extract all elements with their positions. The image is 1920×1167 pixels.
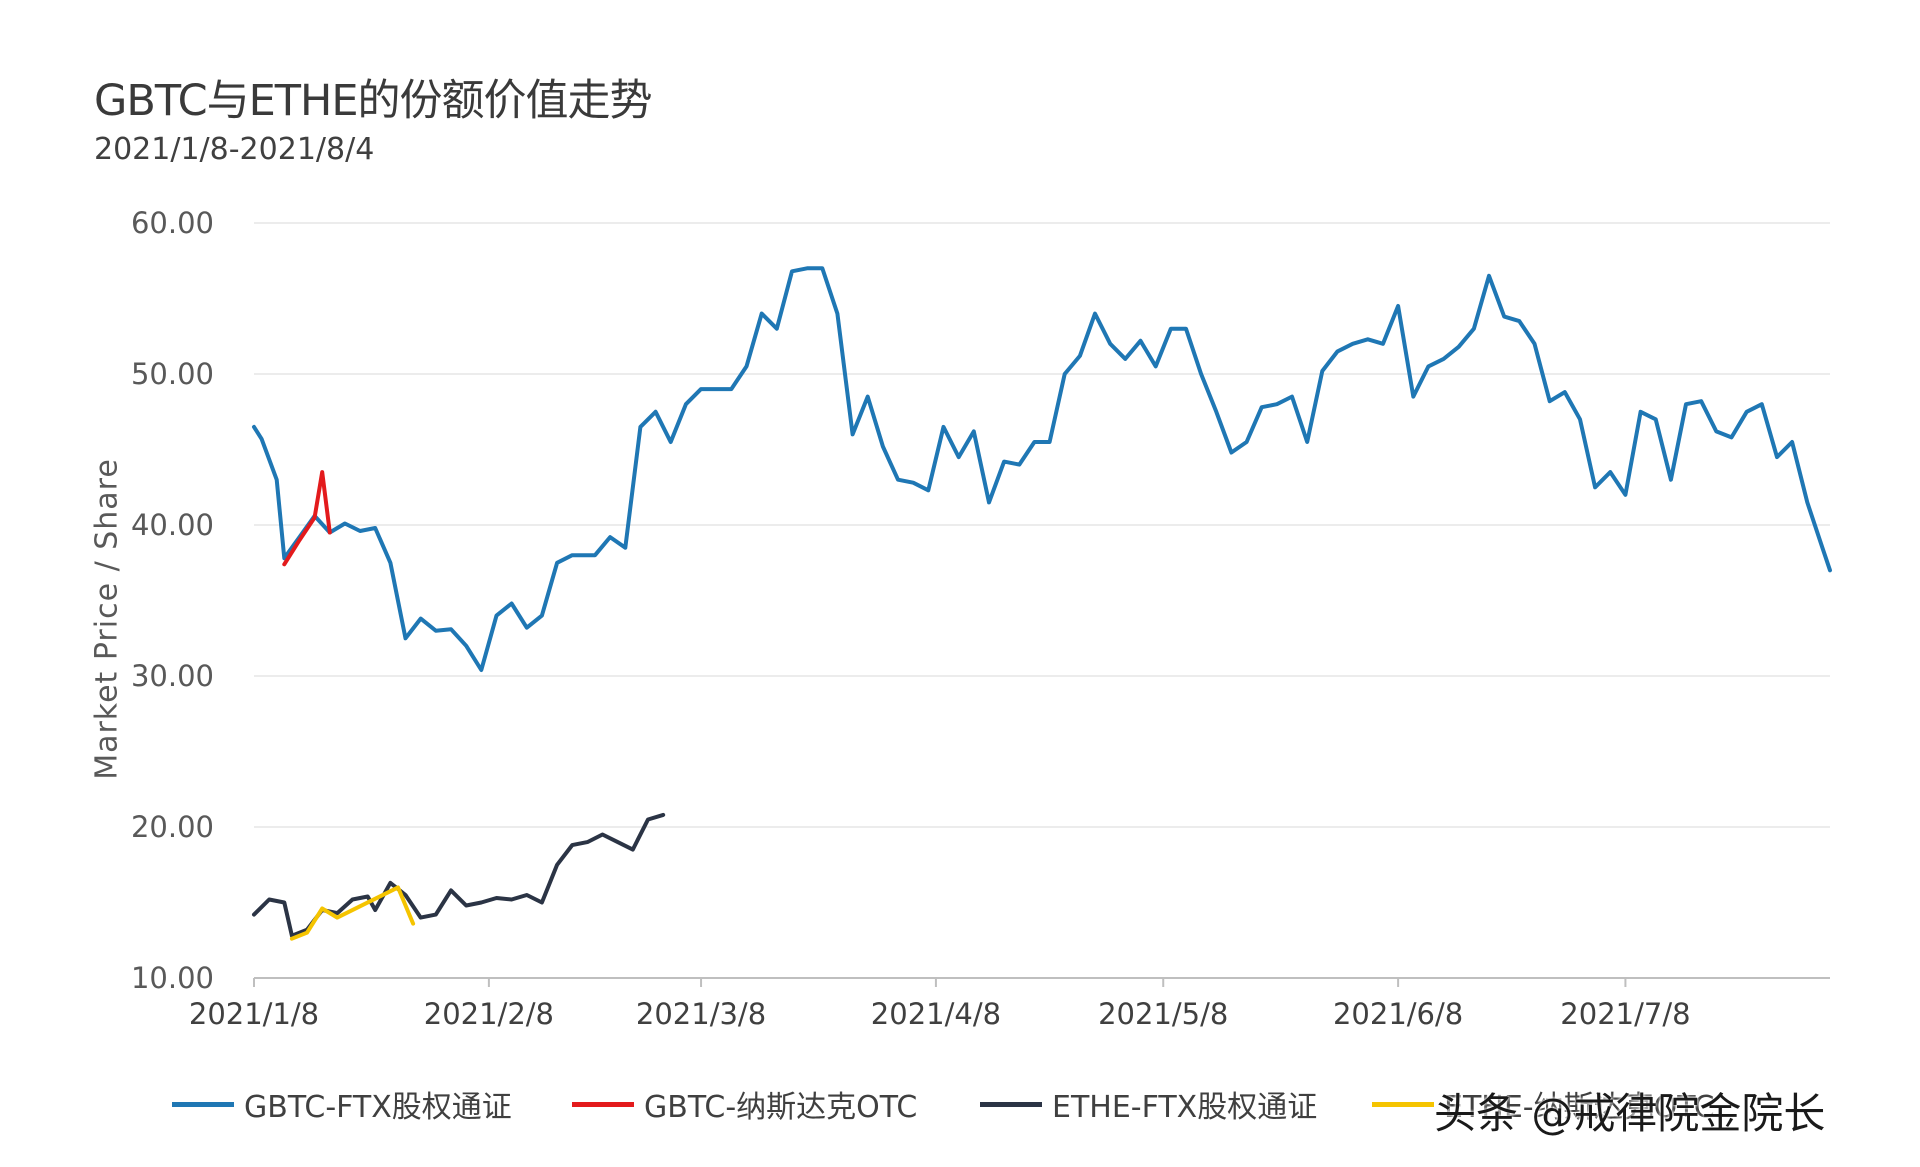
grid-lines bbox=[254, 222, 1830, 828]
y-tick-label: 20.00 bbox=[131, 810, 214, 844]
chart-subtitle: 2021/1/8-2021/8/4 bbox=[94, 132, 375, 167]
series-line-4 bbox=[289, 885, 416, 941]
legend-label: GBTC-纳斯达克OTC bbox=[644, 1090, 918, 1125]
x-tick-label: 2021/2/8 bbox=[424, 997, 554, 1031]
y-axis-ticks: 60.00 50.00 40.00 30.00 20.00 10.00 bbox=[131, 206, 214, 995]
legend-swatch bbox=[572, 1101, 634, 1107]
chart-title: GBTC与ETHE的份额价值走势 bbox=[94, 76, 653, 126]
legend-item-4: ETHE-纳斯达克OTC bbox=[1372, 1082, 1715, 1126]
x-tick-label: 2021/1/8 bbox=[189, 997, 319, 1031]
legend-item-3: ETHE-FTX股权通证 bbox=[980, 1082, 1317, 1126]
x-tick-label: 2021/7/8 bbox=[1560, 997, 1690, 1031]
y-tick-label: 30.00 bbox=[131, 659, 214, 693]
series-line-2 bbox=[282, 470, 332, 567]
x-tick-label: 2021/3/8 bbox=[636, 997, 766, 1031]
legend-swatch bbox=[172, 1101, 234, 1107]
x-axis: 2021/1/8 2021/2/8 2021/3/8 2021/4/8 2021/5/8… bbox=[189, 977, 1830, 1031]
y-tick-label: 40.00 bbox=[131, 508, 214, 542]
legend-label: ETHE-纳斯达克OTC bbox=[1444, 1090, 1715, 1125]
x-tick-label: 2021/4/8 bbox=[871, 997, 1001, 1031]
legend-item-1: GBTC-FTX股权通证 bbox=[172, 1082, 512, 1126]
x-tick-label: 2021/5/8 bbox=[1098, 997, 1228, 1031]
series-lines bbox=[252, 266, 1832, 941]
legend-swatch bbox=[1372, 1101, 1434, 1107]
y-tick-label: 10.00 bbox=[131, 961, 214, 995]
legend-label: ETHE-FTX股权通证 bbox=[1052, 1090, 1318, 1125]
y-tick-label: 60.00 bbox=[131, 206, 214, 240]
legend: GBTC-FTX股权通证 GBTC-纳斯达克OTC ETHE-FTX股权通证 ETHE… bbox=[172, 1082, 1912, 1126]
y-tick-label: 50.00 bbox=[131, 357, 214, 391]
x-tick-label: 2021/6/8 bbox=[1333, 997, 1463, 1031]
watermark: 头条 @戒律院金院长 bbox=[1434, 1089, 1826, 1138]
legend-item-2: GBTC-纳斯达克OTC bbox=[572, 1082, 917, 1126]
series-line-1 bbox=[252, 266, 1832, 672]
legend-swatch bbox=[980, 1101, 1042, 1107]
legend-label: GBTC-FTX股权通证 bbox=[244, 1090, 512, 1125]
